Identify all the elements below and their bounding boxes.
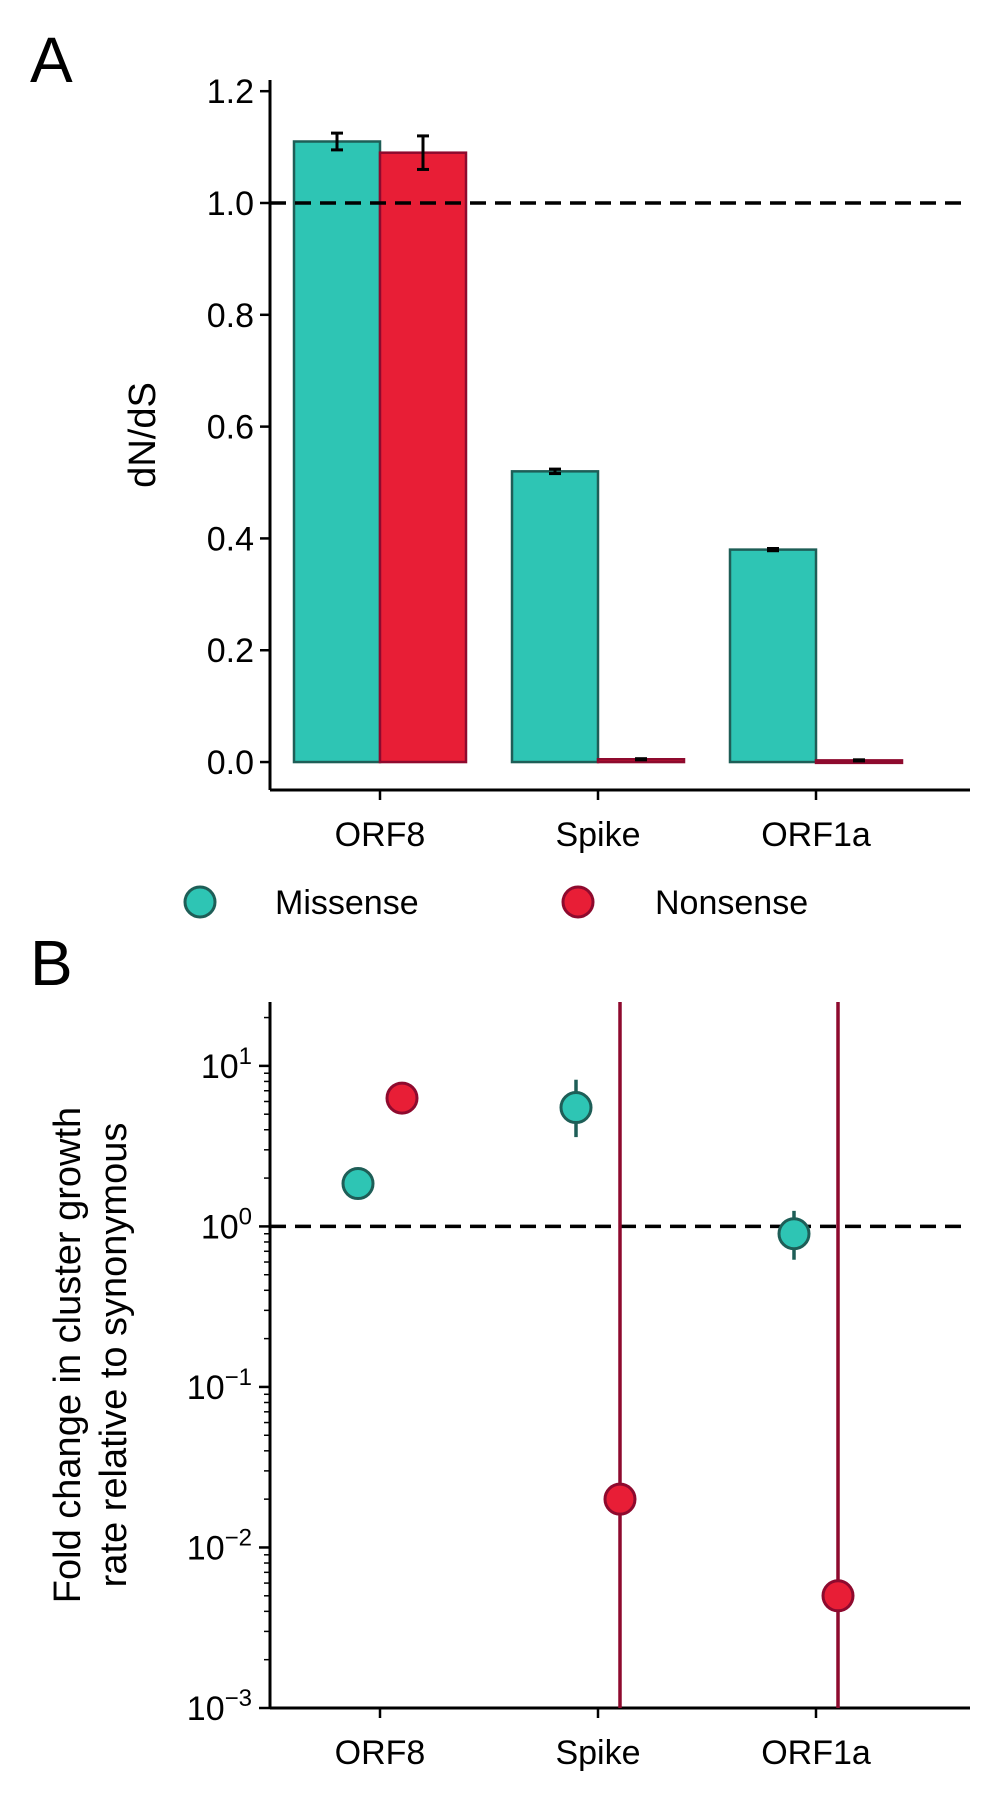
y-tick-label: 0.8 [207, 297, 254, 335]
x-tick-label: ORF8 [335, 1734, 426, 1772]
legend-marker-nonsense [561, 885, 595, 919]
legend-marker-missense [183, 885, 217, 919]
error-bar-nonsense-orf1a [853, 758, 865, 763]
y-tick-label: 0.4 [207, 520, 254, 558]
y-tick-label: 100 [201, 1203, 252, 1246]
x-tick-label: ORF1a [761, 1734, 871, 1772]
error-bar-nonsense-spike [635, 757, 647, 762]
point-missense-orf1a [777, 1217, 811, 1251]
y-tick-label: 10−1 [187, 1364, 252, 1407]
point-missense-orf8 [341, 1167, 375, 1201]
bar-missense-spike [510, 470, 600, 764]
error-bar-nonsense-orf8 [417, 134, 429, 171]
point-missense-spike [559, 1091, 593, 1125]
legend-label-nonsense: Nonsense [655, 884, 808, 922]
x-tick-label: Spike [555, 1734, 640, 1772]
y-axis-label: Fold change in cluster growth rate relati… [47, 1107, 135, 1603]
legend: Missense Nonsense [183, 884, 808, 922]
bar-missense-orf1a [728, 548, 818, 764]
x-tick-label: ORF1a [761, 816, 871, 854]
y-tick-label: 0.6 [207, 409, 254, 447]
panel-a-bar-chart: 0.0 0.2 0.4 0.6 0.8 1.0 1.2 ORF8 Spike ORF1a dN/dS [122, 73, 970, 854]
y-tick-label: 101 [201, 1043, 252, 1086]
y-tick-label: 0.2 [207, 632, 254, 670]
legend-label-missense: Missense [275, 884, 419, 922]
y-tick-label: 0.0 [207, 744, 254, 782]
bar-missense-orf8 [292, 140, 382, 764]
panel-letter-a: A [30, 24, 73, 96]
panel-letter-b: B [30, 927, 73, 999]
point-nonsense-orf8 [385, 1081, 419, 1115]
y-axis-label: dN/dS [122, 382, 164, 488]
error-bar-missense-orf1a [767, 546, 779, 553]
y-tick-label: 10−2 [187, 1524, 252, 1567]
error-bar-missense-orf8 [331, 131, 343, 152]
x-tick-label: Spike [555, 816, 640, 854]
x-tick-label: ORF8 [335, 816, 426, 854]
panel-b-scatter-chart: 10−3 10−2 10−1 100 101 ORF8 Spike ORF1a Fold cha… [47, 1002, 970, 1772]
point-nonsense-spike [603, 1482, 637, 1516]
y-tick-label: 10−3 [187, 1685, 252, 1728]
bar-nonsense-orf8 [378, 151, 468, 764]
error-bar-missense-spike [549, 467, 561, 476]
y-tick-label: 1.2 [207, 73, 254, 111]
y-tick-label: 1.0 [207, 185, 254, 223]
point-nonsense-orf1a [821, 1579, 855, 1613]
